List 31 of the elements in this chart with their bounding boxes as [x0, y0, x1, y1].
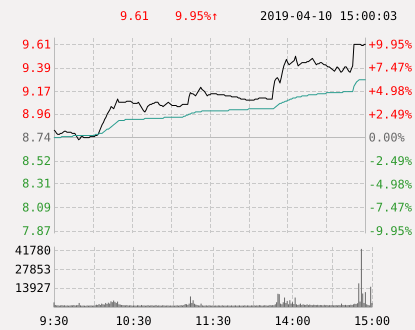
y2-tick-label: +9.95% [368, 37, 413, 52]
y-tick-label: 9.17 [22, 84, 51, 99]
line-series [54, 79, 366, 138]
y-tick-label: 7.87 [22, 224, 51, 238]
text: 2019-04-10 15:00:03 [260, 9, 398, 23]
y2-tick-label: -2.49% [368, 154, 413, 168]
x-tick-label: 11:30 [194, 314, 232, 328]
text: 9.95%↑ [175, 9, 218, 23]
y2-tick-label: 0.00% [368, 130, 406, 145]
y-tick-label: 8.09 [22, 200, 51, 214]
y2-tick-label: -7.47% [368, 200, 413, 215]
x-tick-label: 15:00 [354, 314, 390, 328]
text: 9.61 [120, 9, 149, 23]
line-series [54, 44, 366, 140]
y-tick-label: 8.74 [22, 130, 51, 145]
y-tick-label: 13927 [14, 281, 51, 296]
y-tick-label: 8.31 [22, 176, 51, 191]
x-tick-label: 9:30 [40, 314, 68, 328]
y-tick-label: 9.61 [22, 37, 51, 52]
x-tick-label: 10:30 [115, 314, 152, 328]
y2-tick-label: +4.98% [368, 84, 413, 98]
y-tick-label: 9.39 [22, 61, 51, 75]
y-tick-label: 8.52 [22, 154, 51, 168]
x-tick-label: 14:00 [274, 314, 311, 328]
y-tick-label: 27853 [14, 262, 51, 276]
y2-tick-label: -9.95% [368, 224, 413, 238]
y-tick-label: 41780 [14, 244, 51, 258]
y2-tick-label: +7.47% [368, 60, 413, 75]
y2-tick-label: +2.49% [368, 107, 413, 122]
y2-tick-label: -4.98% [368, 177, 413, 192]
y-tick-label: 8.96 [22, 107, 51, 122]
